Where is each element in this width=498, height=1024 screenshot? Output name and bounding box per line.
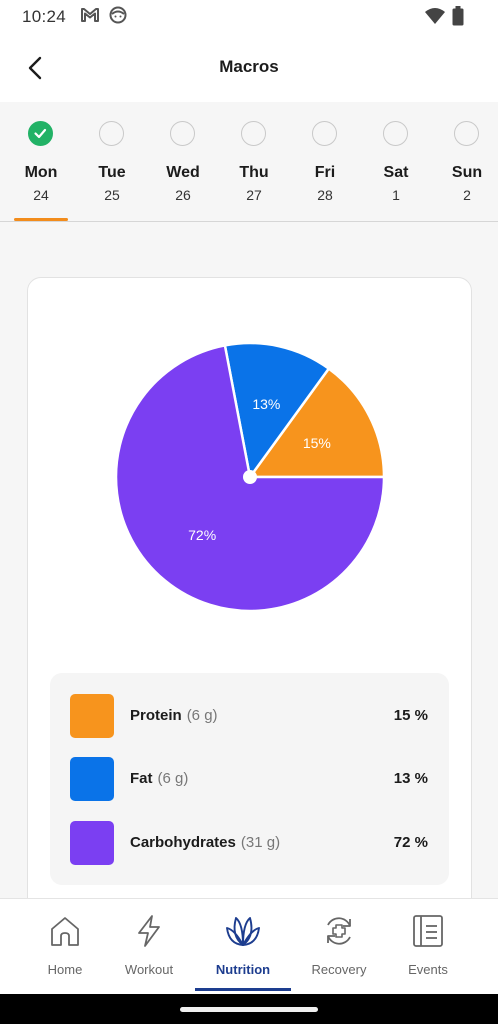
pie-label-carbohydrates: 72% (188, 527, 216, 543)
page-title: Macros (219, 57, 279, 76)
day-date: 1 (392, 187, 400, 203)
nav-item-events[interactable]: Events (386, 899, 470, 995)
day-date: 24 (33, 187, 49, 203)
nav-label: Nutrition (215, 962, 271, 977)
macro-name: Protein (130, 707, 182, 724)
macro-percent: 15 % (393, 707, 428, 724)
nav-label: Workout (124, 962, 174, 977)
day-tue[interactable]: Tue 25 (82, 102, 142, 220)
day-status-indicator (383, 121, 408, 146)
macros-pie-chart: 15% 13% 72% (115, 342, 385, 612)
nav-item-home[interactable]: Home (24, 899, 106, 995)
pie-slice-fat (223, 342, 331, 479)
status-time: 10:24 (22, 7, 67, 26)
day-name: Tue (98, 164, 126, 181)
macro-grams: (31 g) (240, 834, 281, 851)
legend-label: Fat (6 g) (130, 770, 188, 787)
day-date: 2 (463, 187, 471, 203)
gmail-icon (81, 8, 99, 22)
macro-grams: (6 g) (186, 707, 218, 724)
pie-label-fat: 13% (252, 396, 280, 412)
face-icon (109, 6, 127, 24)
day-status-indicator (241, 121, 266, 146)
recovery-icon (327, 917, 351, 945)
day-name: Thu (239, 164, 269, 181)
nav-item-workout[interactable]: Workout (108, 899, 190, 995)
nav-item-nutrition[interactable]: Nutrition (196, 899, 290, 995)
status-bar: 10:24 (0, 0, 498, 34)
macros-card: 15% 13% 72% Protein (6 g) 15 % Fat (6 g) 13 … (27, 277, 472, 937)
legend-row-fat: Fat (6 g) 13 % (50, 757, 449, 801)
day-date: 27 (246, 187, 262, 203)
back-arrow-icon[interactable] (22, 54, 50, 82)
nav-label: Events (408, 962, 448, 977)
day-status-indicator (312, 121, 337, 146)
legend-swatch (70, 821, 114, 865)
leaf-icon (226, 917, 260, 946)
pie-label-protein: 15% (303, 435, 331, 451)
legend-row-protein: Protein (6 g) 15 % (50, 694, 449, 738)
selected-day-underline (14, 218, 68, 221)
day-date: 25 (104, 187, 120, 203)
system-gesture-bar (0, 994, 498, 1024)
day-wed[interactable]: Wed 26 (153, 102, 213, 220)
home-gesture-pill[interactable] (180, 1007, 318, 1012)
nav-label: Recovery (311, 962, 367, 977)
day-date: 26 (175, 187, 191, 203)
legend-label: Protein (6 g) (130, 707, 218, 724)
pie-center-dot (243, 470, 257, 484)
legend-label: Carbohydrates (31 g) (130, 834, 280, 851)
legend-row-carbohydrates: Carbohydrates (31 g) 72 % (50, 821, 449, 865)
nav-item-recovery[interactable]: Recovery (296, 899, 382, 995)
macro-name: Carbohydrates (130, 834, 236, 851)
pie-slice-protein (248, 367, 385, 479)
day-name: Sat (383, 164, 409, 181)
day-status-indicator (454, 121, 479, 146)
macro-grams: (6 g) (157, 770, 189, 787)
nav-label: Home (47, 962, 83, 977)
macro-percent: 13 % (393, 770, 428, 787)
macros-legend: Protein (6 g) 15 % Fat (6 g) 13 % Carbohyd… (50, 673, 449, 885)
app-header: Macros (0, 34, 498, 102)
wifi-icon (425, 8, 445, 24)
day-name: Sun (451, 164, 483, 181)
events-icon (413, 915, 443, 947)
day-mon[interactable]: Mon 24 (11, 102, 71, 220)
day-status-indicator (170, 121, 195, 146)
nav-active-indicator (195, 988, 291, 991)
day-status-indicator (28, 121, 53, 146)
day-name: Fri (314, 164, 336, 181)
day-name: Mon (24, 164, 58, 181)
day-sun[interactable]: Sun 2 (437, 102, 497, 220)
bottom-navigation: Home Workout Nutrition Recovery (0, 898, 498, 994)
day-date: 28 (317, 187, 333, 203)
macro-percent: 72 % (393, 834, 428, 851)
legend-swatch (70, 694, 114, 738)
home-icon (51, 917, 79, 946)
day-name: Wed (166, 164, 200, 181)
day-thu[interactable]: Thu 27 (224, 102, 284, 220)
macro-name: Fat (130, 770, 153, 787)
day-sat[interactable]: Sat 1 (366, 102, 426, 220)
lightning-icon (138, 915, 160, 947)
day-status-indicator (99, 121, 124, 146)
checkmark-icon (34, 128, 47, 139)
battery-icon (452, 6, 464, 26)
day-fri[interactable]: Fri 28 (295, 102, 355, 220)
legend-swatch (70, 757, 114, 801)
week-day-selector: Mon 24 Tue 25 Wed 26 Thu 27 Fri 28 Sat 1… (0, 102, 498, 222)
